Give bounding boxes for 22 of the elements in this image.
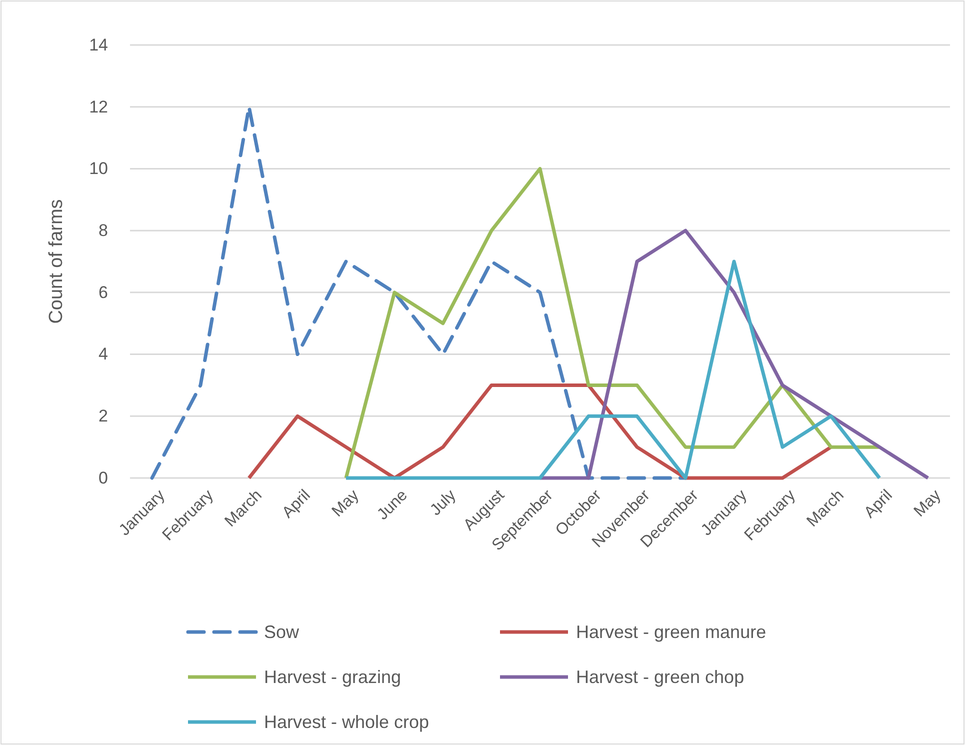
line-series: [150, 105, 688, 480]
line-series: [538, 228, 930, 480]
x-tick-label: May: [329, 486, 362, 520]
y-tick-label: 14: [89, 35, 108, 54]
legend-label: Harvest - green chop: [576, 667, 744, 687]
y-tick-label: 8: [98, 221, 108, 240]
legend-label: Harvest - green manure: [576, 622, 766, 642]
line-series: [247, 383, 833, 480]
y-tick-label: 4: [98, 344, 108, 364]
line-series: [344, 166, 882, 480]
legend-label: Sow: [264, 622, 300, 642]
y-axis-title: Count of farms: [46, 199, 67, 324]
y-tick-label: 10: [89, 159, 108, 178]
y-tick-label: 2: [98, 406, 108, 426]
line-series: [344, 260, 882, 480]
y-tick-label: 0: [98, 468, 108, 488]
x-tick-label: July: [427, 486, 460, 520]
y-tick-label: 12: [89, 97, 108, 116]
legend-label: Harvest - whole crop: [264, 712, 430, 732]
x-tick-label: May: [911, 486, 944, 520]
legend-label: Harvest - grazing: [264, 667, 402, 687]
y-tick-label: 6: [98, 282, 108, 302]
